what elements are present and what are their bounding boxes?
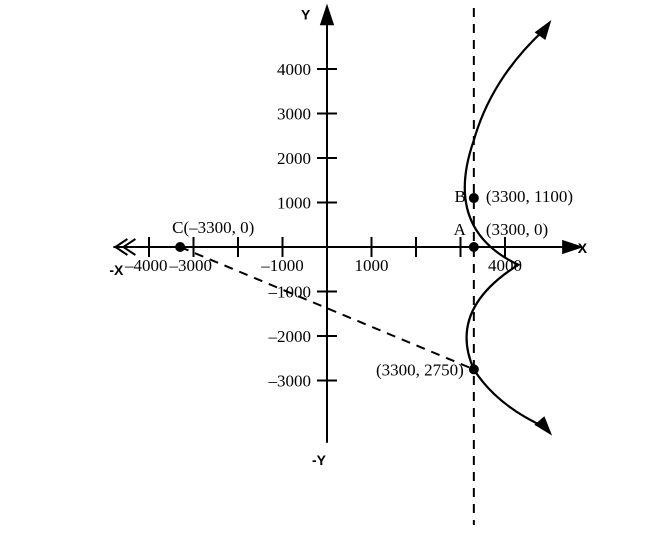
- axis-arrowhead: [320, 4, 334, 26]
- point-c-label: C(–3300, 0): [172, 218, 254, 237]
- x-tick-label: 1000: [355, 256, 389, 275]
- y-tick-label: 3000: [277, 105, 311, 124]
- y-tick-label: –2000: [268, 327, 312, 346]
- x-tick-label: –3000: [169, 256, 213, 275]
- x-axis-label-neg: -X: [109, 262, 124, 278]
- point-b-letter: B: [455, 187, 466, 206]
- point-a-coords: (3300, 0): [486, 220, 548, 239]
- y-tick-label: 2000: [277, 149, 311, 168]
- coordinate-chart: –4000–3000–1000100040004000300020001000–…: [0, 0, 651, 533]
- y-tick-label: 4000: [277, 60, 311, 79]
- y-axis-label-neg: -Y: [312, 452, 327, 468]
- point-d-coords: (3300, 2750): [376, 360, 464, 379]
- point-a-letter: A: [454, 220, 467, 239]
- d-point: [469, 364, 479, 374]
- y-axis-label-pos: Y: [301, 7, 311, 23]
- x-axis-label-pos: X: [578, 240, 588, 256]
- c-point: [175, 242, 185, 252]
- a-point: [469, 242, 479, 252]
- y-tick-label: –3000: [268, 372, 312, 391]
- x-tick-label: –1000: [260, 256, 304, 275]
- y-tick-label: 1000: [277, 194, 311, 213]
- b-point: [469, 193, 479, 203]
- point-b-coords: (3300, 1100): [486, 187, 573, 206]
- axis-arrowhead: [534, 416, 552, 435]
- x-tick-label: –4000: [124, 256, 168, 275]
